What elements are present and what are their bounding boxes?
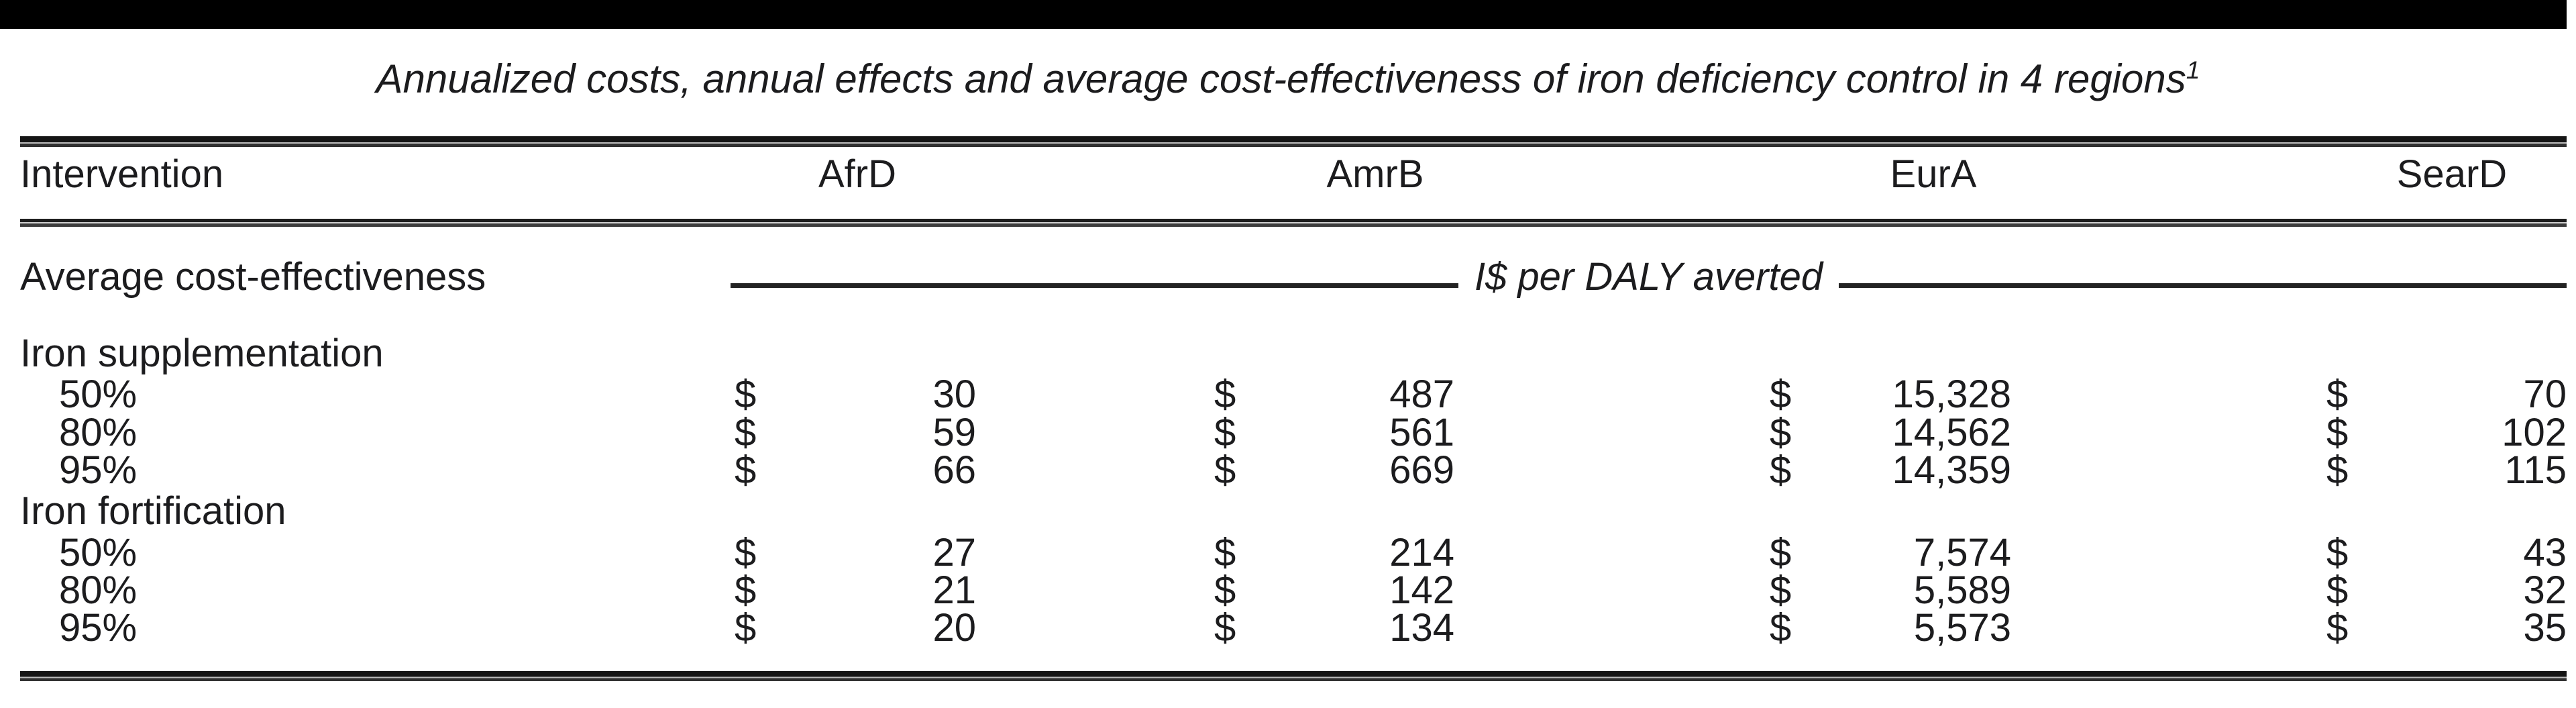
coverage-label: 50%: [59, 531, 138, 574]
table-header-row: Intervention AfrD AmrB EurA SearD: [0, 155, 2576, 194]
row-label-average-cost-effectiveness: Average cost-effectiveness: [20, 255, 486, 299]
unit-label: I$ per DALY averted: [1474, 255, 1823, 299]
table-row: 80% $ 59 $ 561 $ 14,562 $ 102: [0, 413, 2576, 452]
currency-symbol: $: [735, 568, 757, 612]
coverage-label: 50%: [59, 372, 138, 416]
coverage-label: 80%: [59, 411, 138, 454]
section-label-iron-supplementation: Iron supplementation: [20, 332, 384, 375]
value-amrb: 134: [1389, 606, 1454, 650]
currency-symbol: $: [1214, 568, 1236, 612]
value-afrd: 30: [932, 372, 976, 416]
rule-bottom: [20, 671, 2567, 681]
value-amrb: 142: [1389, 568, 1454, 612]
currency-symbol: $: [2326, 372, 2349, 416]
section-label-iron-fortification: Iron fortification: [20, 489, 286, 533]
top-black-bar: [0, 0, 2567, 29]
value-eura: 5,589: [1913, 568, 2011, 612]
value-amrb: 487: [1389, 372, 1454, 416]
table-row: 80% $ 21 $ 142 $ 5,589 $ 32: [0, 571, 2576, 610]
currency-symbol: $: [1770, 448, 1792, 492]
currency-symbol: $: [1770, 568, 1792, 612]
value-afrd: 59: [932, 411, 976, 454]
leader-line-right: [1839, 283, 2567, 288]
currency-symbol: $: [1770, 531, 1792, 574]
rule-header-bottom: [20, 219, 2567, 227]
title-footnote-marker: 1: [2186, 56, 2200, 84]
value-eura: 5,573: [1913, 606, 2011, 650]
value-afrd: 27: [932, 531, 976, 574]
currency-symbol: $: [2326, 568, 2349, 612]
currency-symbol: $: [1214, 606, 1236, 650]
value-seard: 32: [2523, 568, 2567, 612]
table-title-text: Annualized costs, annual effects and ave…: [376, 56, 2186, 101]
value-seard: 70: [2523, 372, 2567, 416]
currency-symbol: $: [735, 531, 757, 574]
currency-symbol: $: [1770, 411, 1792, 454]
value-eura: 14,562: [1892, 411, 2011, 454]
value-eura: 7,574: [1913, 531, 2011, 574]
currency-symbol: $: [1214, 448, 1236, 492]
column-header-eura: EurA: [1890, 152, 1977, 196]
average-cost-effectiveness-row: Average cost-effectiveness: [0, 258, 2576, 297]
column-header-intervention: Intervention: [20, 152, 224, 196]
currency-symbol: $: [2326, 448, 2349, 492]
section-row-iron-fortification: Iron fortification: [0, 492, 2576, 531]
value-eura: 15,328: [1892, 372, 2011, 416]
table-row: 95% $ 66 $ 669 $ 14,359 $ 115: [0, 451, 2576, 490]
value-amrb: 214: [1389, 531, 1454, 574]
currency-symbol: $: [1214, 411, 1236, 454]
value-seard: 115: [2504, 448, 2567, 492]
currency-symbol: $: [2326, 411, 2349, 454]
table-row: 95% $ 20 $ 134 $ 5,573 $ 35: [0, 609, 2576, 648]
column-header-amrb: AmrB: [1326, 152, 1424, 196]
currency-symbol: $: [735, 411, 757, 454]
value-seard: 43: [2523, 531, 2567, 574]
currency-symbol: $: [735, 448, 757, 492]
currency-symbol: $: [1214, 531, 1236, 574]
value-seard: 35: [2523, 606, 2567, 650]
currency-symbol: $: [1770, 606, 1792, 650]
unit-spanner: I$ per DALY averted: [731, 258, 2567, 297]
value-seard: 102: [2502, 411, 2567, 454]
section-row-iron-supplementation: Iron supplementation: [0, 334, 2576, 373]
column-header-afrd: AfrD: [818, 152, 896, 196]
currency-symbol: $: [735, 606, 757, 650]
value-afrd: 66: [932, 448, 976, 492]
coverage-label: 95%: [59, 448, 138, 492]
column-header-seard: SearD: [2396, 152, 2508, 196]
value-afrd: 20: [932, 606, 976, 650]
value-amrb: 561: [1389, 411, 1454, 454]
coverage-label: 80%: [59, 568, 138, 612]
currency-symbol: $: [1214, 372, 1236, 416]
currency-symbol: $: [1770, 372, 1792, 416]
value-amrb: 669: [1389, 448, 1454, 492]
currency-symbol: $: [2326, 531, 2349, 574]
table-row: 50% $ 30 $ 487 $ 15,328 $ 70: [0, 375, 2576, 414]
currency-symbol: $: [735, 372, 757, 416]
currency-symbol: $: [2326, 606, 2349, 650]
value-eura: 14,359: [1892, 448, 2011, 492]
value-afrd: 21: [932, 568, 976, 612]
table-title: Annualized costs, annual effects and ave…: [0, 56, 2576, 101]
table-row: 50% $ 27 $ 214 $ 7,574 $ 43: [0, 534, 2576, 572]
coverage-label: 95%: [59, 606, 138, 650]
rule-top: [20, 136, 2567, 147]
leader-line-left: [731, 283, 1458, 288]
